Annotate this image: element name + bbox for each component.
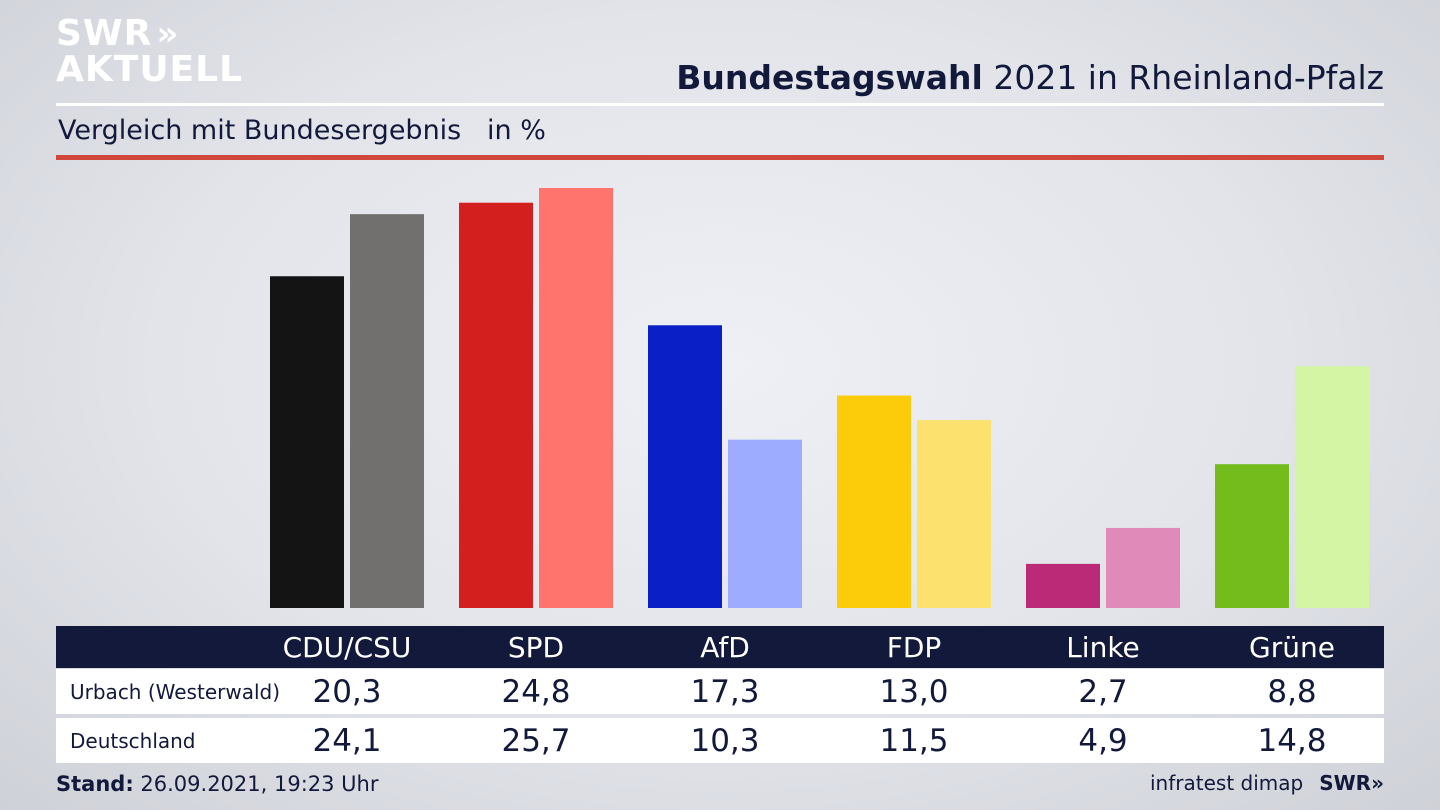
stand-label: Stand:: [56, 772, 134, 796]
table-cell: 4,9: [1078, 722, 1128, 759]
table-cell: 25,7: [501, 722, 571, 759]
row-label: Deutschland: [70, 728, 196, 753]
column-header: AfD: [700, 630, 750, 664]
table-row: Deutschland 24,1 25,7 10,3 11,5 4,9 14,8: [56, 718, 1384, 763]
bar-local-gr-ne: [1215, 464, 1289, 608]
table-cell: 24,8: [501, 673, 571, 710]
bar-local-afd: [648, 325, 722, 608]
bar-national-gr-ne: [1295, 366, 1369, 608]
table-row: Urbach (Westerwald) 20,3 24,8 17,3 13,0 2,7 8…: [56, 669, 1384, 714]
header-divider: [56, 103, 1384, 106]
table-cell: 2,7: [1078, 673, 1128, 710]
table-cell: 24,1: [312, 722, 382, 759]
table-cell: 17,3: [690, 673, 760, 710]
stand-value: 26.09.2021, 19:23 Uhr: [133, 772, 379, 796]
accent-divider: [56, 155, 1384, 160]
source-text: infratest dimap: [1150, 771, 1304, 795]
column-header: Linke: [1066, 630, 1140, 664]
title-rest: 2021 in Rheinland-Pfalz: [982, 58, 1384, 97]
swr-brand-logo: SWR»: [1319, 771, 1384, 795]
logo-aktuell: AKTUELL: [56, 49, 244, 90]
table-cell: 8,8: [1267, 673, 1317, 710]
title-bold: Bundestagswahl: [676, 58, 983, 97]
column-header: Grüne: [1249, 630, 1335, 664]
table-cell: 20,3: [312, 673, 382, 710]
bar-national-linke: [1106, 527, 1180, 608]
table-cell: 11,5: [879, 722, 949, 759]
bar-national-afd: [728, 439, 802, 608]
bar-national-spd: [539, 188, 613, 608]
bar-national-cdu-csu: [350, 214, 424, 608]
table-cell: 13,0: [879, 673, 949, 710]
bar-national-fdp: [917, 420, 991, 608]
swr-aktuell-logo: SWR» AKTUELL: [56, 16, 243, 88]
row-label: Urbach (Westerwald): [70, 679, 281, 704]
bar-local-spd: [459, 202, 533, 608]
timestamp: Stand: 26.09.2021, 19:23 Uhr: [56, 772, 379, 796]
bar-local-cdu-csu: [270, 276, 344, 608]
table-header: CDU/CSU SPD AfD FDP Linke Grüne: [56, 626, 1384, 668]
column-header: FDP: [886, 630, 942, 664]
table-cell: 10,3: [690, 722, 760, 759]
chart-subtitle: Vergleich mit Bundesergebnis in %: [58, 115, 546, 146]
results-table: CDU/CSU SPD AfD FDP Linke Grüne Urbach (Weste…: [56, 626, 1384, 763]
page-title: Bundestagswahl 2021 in Rheinland-Pfalz: [676, 58, 1384, 97]
column-header: CDU/CSU: [282, 630, 412, 664]
logo-swr: SWR: [56, 13, 153, 54]
table-cell: 14,8: [1257, 722, 1327, 759]
source-credit: infratest dimap SWR»: [1150, 771, 1384, 795]
bar-local-fdp: [837, 395, 911, 608]
bar-local-linke: [1026, 563, 1100, 608]
column-header: SPD: [507, 630, 565, 664]
